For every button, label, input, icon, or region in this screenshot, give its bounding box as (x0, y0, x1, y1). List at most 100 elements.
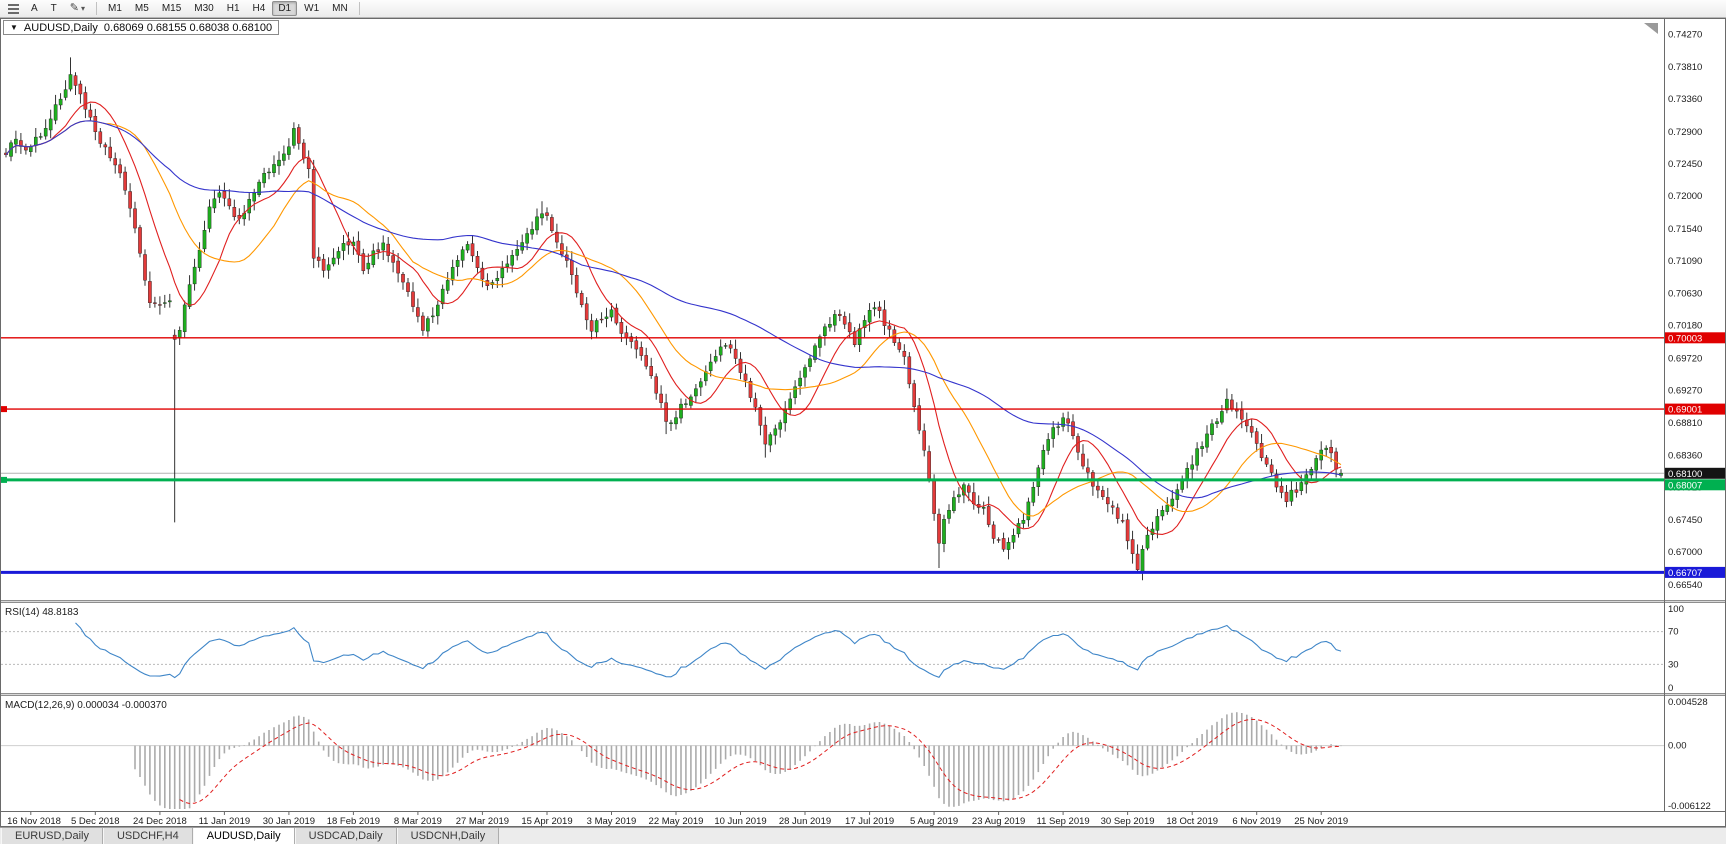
pane-divider[interactable] (1, 693, 1725, 696)
candle-body (743, 373, 748, 381)
candle-body (416, 307, 420, 317)
candle-body (1125, 519, 1130, 542)
candle-body (550, 217, 554, 231)
candle-body (341, 243, 346, 251)
candle-body (292, 128, 296, 146)
candle-body (1230, 399, 1234, 410)
candle-body (48, 118, 53, 131)
timeframe-w1-button[interactable]: W1 (298, 1, 325, 16)
candle-body (738, 358, 743, 373)
price-badge (1665, 566, 1725, 578)
candle-body (128, 191, 132, 209)
candle-body (932, 480, 936, 514)
candle-body (1170, 498, 1175, 507)
candle-body (167, 300, 172, 303)
charts-menu-icon[interactable] (3, 3, 24, 14)
candle-body (718, 346, 723, 356)
candle-body (455, 260, 460, 267)
rsi-axis-label: 70 (1668, 627, 1679, 638)
arrow-tool-button[interactable]: A (25, 1, 44, 16)
price-axis-label: 0.72000 (1668, 191, 1702, 202)
date-axis-label: 16 Nov 2018 (7, 816, 61, 827)
tab-usdcad-daily[interactable]: USDCAD,Daily (294, 828, 397, 844)
candle-body (252, 192, 257, 202)
candle-body (773, 428, 778, 436)
candle-body (803, 367, 807, 378)
candle-body (222, 190, 227, 199)
candle-body (1096, 485, 1100, 491)
tab-usdcnh-daily[interactable]: USDCNH,Daily (396, 828, 500, 844)
candle-body (287, 146, 291, 155)
chart-title-box: ▼ AUDUSD,Daily 0.68069 0.68155 0.68038 0… (3, 20, 280, 35)
candle-body (510, 254, 515, 266)
chart-canvas[interactable]: 0.74270 0.73810 0.73360 0.72900 0.72450 0.720… (0, 18, 1726, 827)
candle-body (1001, 538, 1006, 550)
candle-body (917, 405, 921, 431)
chart-area[interactable]: 0.74270 0.73810 0.73360 0.72900 0.72450 0.720… (0, 18, 1726, 827)
candle-body (1195, 448, 1199, 466)
candle-body (1066, 418, 1070, 424)
candle-body (922, 430, 926, 451)
candle-body (460, 249, 465, 261)
candle-body (1086, 467, 1090, 473)
candle-body (728, 344, 733, 349)
chart-frame (0, 18, 1726, 827)
candle-body (1190, 464, 1194, 470)
candle-body (614, 307, 619, 324)
candle-body (545, 212, 549, 216)
timeframe-m15-button[interactable]: M15 (156, 1, 187, 16)
one-click-trading-arrow-icon[interactable]: ▼ (10, 23, 18, 32)
candle-body (798, 377, 802, 387)
tab-eurusd-daily[interactable]: EURUSD,Daily (1, 828, 103, 844)
candle-body (480, 267, 485, 280)
timeframe-d1-button[interactable]: D1 (272, 1, 298, 16)
date-axis-label: 3 May 2019 (587, 816, 637, 827)
candle-body (247, 199, 252, 214)
level-anchor-marker[interactable] (1, 476, 7, 483)
candle-body (262, 172, 266, 184)
text-tool-button[interactable]: T (45, 1, 63, 16)
candle-body (306, 157, 311, 169)
candle-body (321, 258, 326, 271)
price-axis-label: 0.73810 (1668, 62, 1702, 73)
pane-divider[interactable] (1, 600, 1725, 603)
draw-tools-button[interactable]: ✎ ▾ (64, 1, 91, 16)
level-anchor-marker[interactable] (1, 406, 7, 413)
candle-body (421, 315, 425, 331)
candle-body (604, 316, 609, 319)
timeframe-h1-button[interactable]: H1 (221, 1, 246, 16)
chart-tabs-bar: EURUSD,Daily USDCHF,H4 AUDUSD,Daily USDC… (0, 827, 1726, 844)
candle-body (1210, 423, 1214, 435)
candle-body (947, 510, 951, 519)
timeframe-m5-button[interactable]: M5 (129, 1, 155, 16)
date-axis-label: 6 Nov 2019 (1232, 816, 1281, 827)
candle-body (723, 345, 728, 347)
scroll-to-end-marker[interactable] (1644, 23, 1658, 34)
timeframe-h4-button[interactable]: H4 (247, 1, 272, 16)
tab-audusd-daily[interactable]: AUDUSD,Daily (192, 828, 295, 844)
tab-usdchf-h4[interactable]: USDCHF,H4 (102, 828, 193, 844)
candle-body (1026, 501, 1031, 521)
candle-body (1041, 450, 1046, 470)
date-axis-label: 15 Apr 2019 (521, 816, 572, 827)
dropdown-caret-icon: ▾ (81, 3, 86, 13)
candle-body (123, 171, 127, 191)
candle-body (882, 309, 887, 326)
candle-body (877, 306, 882, 311)
candle-body (411, 291, 415, 307)
timeframe-m1-button[interactable]: M1 (102, 1, 128, 16)
price-badge-value: 0.66707 (1668, 568, 1702, 579)
timeframe-mn-button[interactable]: MN (326, 1, 354, 16)
candle-body (401, 274, 405, 283)
price-axis-label: 0.69270 (1668, 386, 1702, 397)
timeframe-m30-button[interactable]: M30 (188, 1, 219, 16)
price-axis-label: 0.67000 (1668, 547, 1702, 558)
candle-body (1324, 447, 1328, 450)
candle-body (366, 262, 371, 270)
candle-body (78, 83, 83, 95)
top-toolbar: A T ✎ ▾ M1 M5 M15 M30 H1 H4 D1 W1 MN (0, 0, 1726, 18)
candle-body (138, 227, 142, 254)
candle-body (555, 231, 559, 243)
candle-body (1200, 446, 1204, 449)
candle-body (1100, 490, 1105, 497)
